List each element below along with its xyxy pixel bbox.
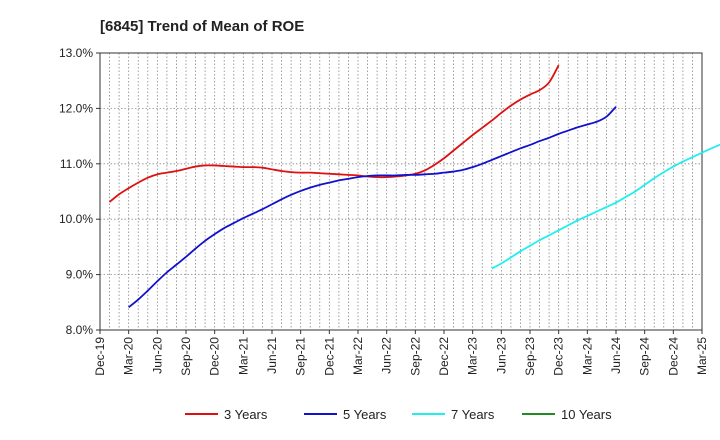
x-tick-label: Sep-22 xyxy=(408,337,422,376)
y-tick-label: 10.0% xyxy=(59,212,93,226)
x-tick-label: Jun-23 xyxy=(494,337,508,374)
x-tick-label: Jun-21 xyxy=(265,337,279,374)
legend-label-5-years: 5 Years xyxy=(343,407,387,422)
y-axis: 8.0% 9.0% 10.0% 11.0% 12.0% 13.0% xyxy=(59,46,100,337)
y-tick-label: 11.0% xyxy=(60,157,93,171)
y-tick-label: 12.0% xyxy=(59,101,93,115)
y-tick-label: 13.0% xyxy=(59,46,93,60)
x-tick-label: Sep-24 xyxy=(638,337,652,376)
series-lines xyxy=(108,64,720,308)
x-tick-label: Dec-20 xyxy=(208,337,222,376)
x-tick-label: Jun-22 xyxy=(380,337,394,374)
x-tick-label: Mar-23 xyxy=(466,337,480,375)
series-line-5-years xyxy=(128,106,617,308)
x-tick-label: Mar-22 xyxy=(351,337,365,375)
chart-title: [6845] Trend of Mean of ROE xyxy=(100,18,304,35)
x-tick-label: Mar-24 xyxy=(580,337,594,375)
x-tick-label: Jun-24 xyxy=(609,337,623,374)
x-tick-label: Mar-21 xyxy=(236,337,250,375)
grid-lines xyxy=(100,53,702,330)
x-tick-label: Dec-22 xyxy=(437,337,451,376)
x-tick-label: Dec-19 xyxy=(93,337,107,376)
x-tick-label: Sep-21 xyxy=(294,337,308,376)
x-tick-label: Sep-20 xyxy=(179,337,193,376)
series-line-7-years xyxy=(491,143,720,270)
x-tick-label: Jun-20 xyxy=(150,337,164,374)
plot-frame xyxy=(99,52,703,331)
x-tick-label: Dec-21 xyxy=(322,337,336,376)
y-tick-label: 9.0% xyxy=(66,268,94,282)
x-tick-label: Dec-23 xyxy=(552,337,566,376)
y-tick-label: 8.0% xyxy=(66,323,94,337)
x-axis: Dec-19 Mar-20 Jun-20 Sep-20 Dec-20 Mar-21 Jun-… xyxy=(93,330,709,376)
legend-label-7-years: 7 Years xyxy=(451,407,495,422)
legend: 3 Years 5 Years 7 Years 10 Years xyxy=(185,407,612,422)
legend-label-3-years: 3 Years xyxy=(224,407,268,422)
legend-label-10-years: 10 Years xyxy=(561,407,612,422)
x-tick-label: Mar-20 xyxy=(122,337,136,375)
series-line-3-years xyxy=(108,64,560,203)
x-tick-label: Sep-23 xyxy=(523,337,537,376)
x-tick-label: Mar-25 xyxy=(695,337,709,375)
x-tick-label: Dec-24 xyxy=(666,337,680,376)
